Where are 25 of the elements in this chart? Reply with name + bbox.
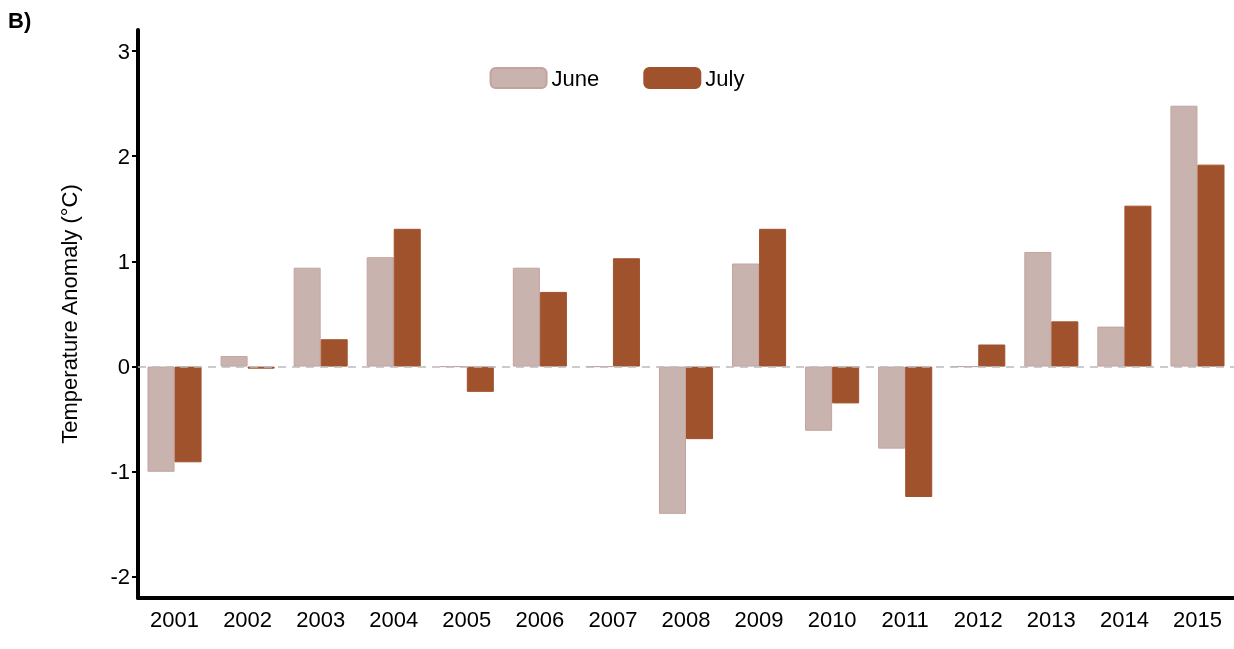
x-tick-label: 2011	[881, 606, 929, 632]
y-tick-label: 0	[117, 354, 130, 380]
y-tick-label: -1	[110, 459, 130, 485]
y-tick-label: -2	[110, 564, 130, 590]
y-tick-label: 3	[117, 38, 130, 64]
text: B)	[8, 8, 32, 34]
x-tick-label: 2013	[1026, 606, 1076, 632]
y-tick-label: 1	[117, 248, 130, 274]
x-tick-label: 2002	[223, 606, 273, 632]
x-tick-label: 2015	[1172, 606, 1222, 632]
x-tick-label: 2001	[150, 606, 200, 632]
y-tick-label: 2	[117, 143, 130, 169]
x-tick-label: 2009	[734, 606, 784, 632]
x-tick-label: 2005	[442, 606, 492, 632]
x-tick-label: 2004	[369, 606, 419, 632]
x-tick-label: 2014	[1099, 606, 1149, 632]
y-axis-title: Temperature Anomaly (°C)	[56, 184, 82, 444]
legend-label: June	[551, 65, 600, 91]
x-tick-label: 2008	[661, 606, 711, 632]
x-tick-label: 2012	[953, 606, 1003, 632]
x-tick-label: 2006	[515, 606, 565, 632]
legend-label: July	[705, 65, 745, 91]
x-tick-label: 2003	[296, 606, 346, 632]
x-tick-label: 2010	[807, 606, 857, 632]
x-tick-label: 2007	[588, 606, 638, 632]
